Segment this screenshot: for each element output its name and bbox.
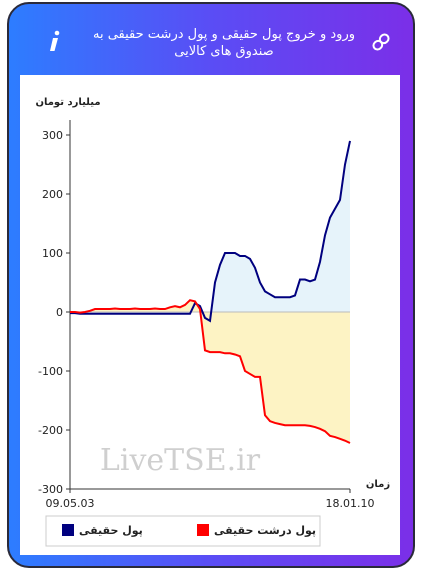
legend-label: پول درشت حقیقی <box>214 524 316 537</box>
series-line <box>70 299 351 444</box>
card-title: ورود و خروج پول حقیقی و پول درشت حقیقی ب… <box>92 27 355 59</box>
y-tick-label: 300 <box>42 129 63 142</box>
info-icon[interactable] <box>45 30 65 54</box>
area-fill <box>70 300 350 443</box>
x-tick-label: 09.05.03 <box>46 497 95 510</box>
y-tick-label: 0 <box>56 306 63 319</box>
y-tick-label: 200 <box>42 188 63 201</box>
legend-swatch <box>62 524 74 536</box>
watermark: LiveTSE.ir <box>100 443 261 478</box>
x-axis-label: زمان <box>366 479 390 490</box>
chart: میلیارد تومان زمان LiveTSE.ir -300 -200 -1… <box>35 97 390 547</box>
series-line <box>70 140 351 323</box>
y-tick-label: -200 <box>38 424 63 437</box>
legend-label: پول حقیقی <box>79 524 143 537</box>
y-tick-label: -100 <box>38 365 63 378</box>
chart-panel: میلیارد تومان زمان LiveTSE.ir -300 -200 -1… <box>20 75 400 555</box>
legend-swatch <box>197 524 209 536</box>
y-axis-label: میلیارد تومان <box>35 97 100 108</box>
legend <box>45 515 321 547</box>
x-tick-label: 18.01.10 <box>326 497 375 510</box>
link-icon[interactable] <box>371 32 391 52</box>
y-tick-label: -300 <box>38 483 63 496</box>
y-tick-label: 100 <box>42 247 63 260</box>
area-fill <box>70 140 350 321</box>
